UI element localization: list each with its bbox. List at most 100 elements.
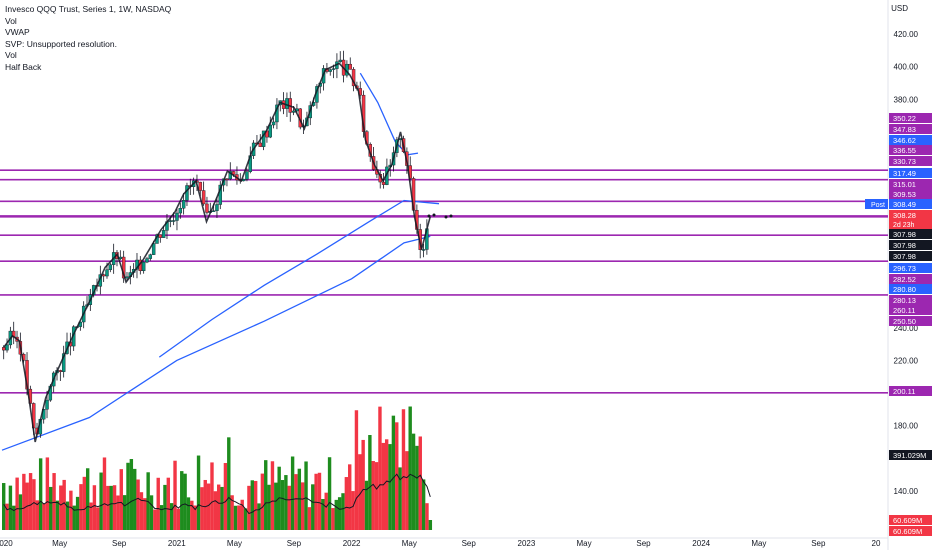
volume-bar (129, 459, 134, 530)
price-label-text: 200.11 (893, 387, 915, 396)
volume-bars (2, 406, 433, 530)
volume-bar (136, 479, 140, 530)
time-tick-label: Sep (636, 539, 651, 548)
volume-bar (334, 499, 338, 530)
volume-bar (408, 406, 412, 530)
volume-bar (28, 473, 33, 530)
price-label: 307.98 (889, 240, 932, 250)
volume-bar (8, 485, 13, 530)
post-market-tag-box (865, 199, 888, 209)
price-tick-label: 420.00 (894, 30, 919, 39)
volume-bar (166, 477, 171, 530)
volume-bar (59, 485, 63, 530)
time-axis[interactable]: 020 May Sep 2021 May Sep 2022 May Sep 2023 May Sep 2… (0, 539, 881, 548)
price-label-box (889, 168, 932, 178)
price-label-box (889, 113, 932, 123)
extended-hours-dot (449, 214, 453, 218)
volume-bar (89, 502, 93, 530)
price-label: 200.11 (889, 386, 932, 396)
volume-bar (300, 482, 305, 530)
legend-line-vwap[interactable]: VWAP (5, 27, 30, 38)
volume-bar (106, 485, 110, 530)
legend-line-svp[interactable]: SVP: Unsupported resolution. (5, 38, 117, 49)
extended-hours-dot (427, 214, 431, 218)
volume-bar (243, 508, 248, 530)
candle-body (5, 344, 9, 351)
price-label-text: 260.11 (893, 306, 915, 315)
post-market-tag: Post (871, 202, 885, 209)
price-axis[interactable]: 420.00 400.00 380.00 240.00 220.00 180.00 140.… (894, 30, 919, 496)
price-label-text: 336.55 (893, 146, 916, 155)
volume-bar (307, 507, 312, 530)
legend-line-vol[interactable]: Vol (5, 15, 17, 26)
volume-bar (411, 433, 416, 530)
price-label-box (889, 179, 932, 189)
volume-bar (354, 410, 359, 530)
time-tick-label: 2022 (343, 539, 361, 548)
price-label: 60.609M (889, 515, 932, 525)
price-label-text: 317.49 (893, 169, 916, 178)
time-tick-label: May (577, 539, 592, 548)
volume-bar (96, 507, 100, 530)
volume-moving-average (3, 473, 431, 515)
volume-bar (223, 463, 228, 530)
volume-bar (163, 484, 167, 530)
volume-bar (415, 445, 419, 530)
volume-bar (45, 457, 50, 530)
volume-bar (384, 439, 389, 530)
volume-bar (280, 480, 285, 530)
volume-bar (331, 508, 335, 530)
volume-bar (287, 485, 291, 530)
time-tick-label: 20 (872, 539, 881, 548)
price-tick-label: 140.00 (894, 487, 919, 496)
price-label: 350.22 (889, 113, 932, 123)
candle-body (291, 110, 296, 113)
volume-bar (240, 499, 244, 530)
price-label-text: 280.13 (893, 296, 916, 305)
price-label: 308.28 2d 23h (889, 210, 932, 229)
volume-bar (294, 474, 298, 530)
currency-label: USD (891, 4, 908, 13)
volume-bar (421, 479, 426, 530)
volume-bar (304, 461, 308, 530)
volume-bar (143, 498, 147, 530)
price-label-text: 308.49 (893, 200, 916, 209)
candle-body (171, 220, 176, 222)
volume-bar (102, 457, 107, 530)
price-tick-label: 220.00 (894, 356, 919, 365)
volume-bar (351, 491, 355, 530)
price-tick-label: 380.00 (894, 95, 919, 104)
candle-body (58, 370, 63, 372)
volume-bar (210, 462, 214, 530)
candle-body (181, 200, 186, 209)
mid-moving-average (158, 199, 440, 358)
volume-bar (149, 495, 154, 530)
price-label-box (889, 316, 932, 326)
candle-body (141, 261, 146, 272)
time-tick-label: 2024 (692, 539, 710, 548)
price-label: 307.98 (889, 251, 932, 261)
candle-body (125, 276, 129, 279)
volume-bar (92, 485, 97, 530)
volume-bar (247, 485, 251, 530)
price-label-box (889, 305, 932, 315)
price-label-text: 60.609M (893, 516, 922, 525)
time-tick-label: Sep (811, 539, 826, 548)
volume-bar (368, 435, 372, 530)
price-label: 347.83 (889, 124, 932, 134)
extended-hours-dot (432, 213, 436, 217)
volume-bar (200, 487, 204, 530)
legend-line-half-back[interactable]: Half Back (5, 61, 42, 72)
legend-line-vol-2[interactable]: Vol (5, 50, 17, 61)
price-label-box (889, 386, 932, 396)
volume-bar (193, 505, 197, 530)
volume-bar (237, 505, 241, 530)
time-tick-label: 2021 (168, 539, 186, 548)
price-label-box (889, 263, 932, 273)
price-label-box (889, 526, 932, 536)
volume-bar (126, 462, 130, 530)
volume-bar (388, 444, 392, 530)
candle-body (201, 190, 206, 205)
legend-title[interactable]: Invesco QQQ Trust, Series 1, 1W, NASDAQ (5, 4, 172, 14)
